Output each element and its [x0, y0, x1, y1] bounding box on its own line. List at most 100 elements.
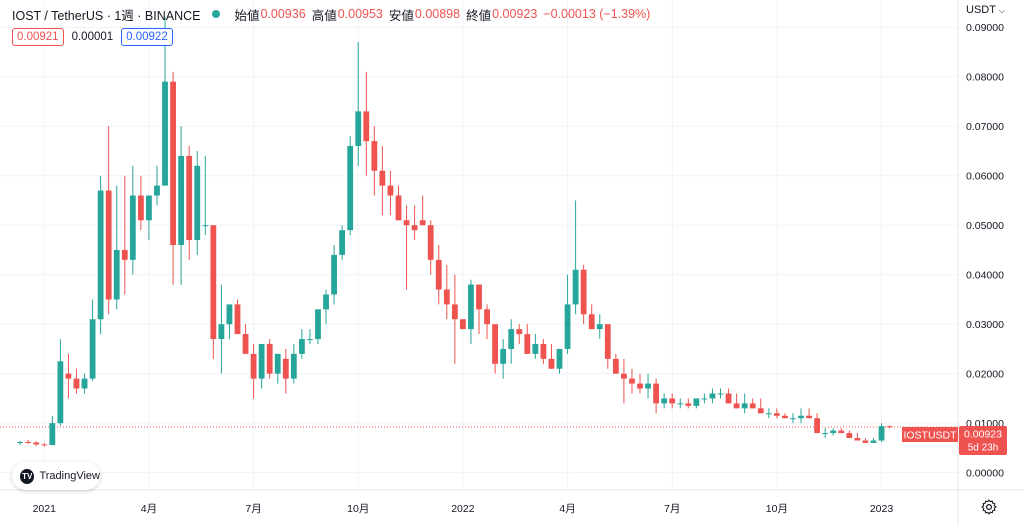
candle [717, 388, 724, 399]
candle-body-down [371, 141, 378, 171]
candle-body-up [194, 165, 201, 241]
x-tick-label: 4月 [559, 503, 575, 515]
candle [395, 185, 402, 221]
candle-body-down [548, 358, 555, 369]
x-tick-label: 2023 [870, 503, 894, 515]
candle-body-down [443, 289, 450, 305]
candle-body-down [629, 378, 635, 384]
candle [258, 343, 265, 389]
candle-body-up [468, 284, 474, 330]
candle [564, 274, 571, 354]
candle-body-down [621, 373, 627, 379]
currency-menu[interactable]: USDT ⌵ [966, 4, 1005, 16]
candle-body-down [484, 309, 490, 325]
candle [17, 441, 24, 445]
candle-body-up [822, 433, 829, 435]
candle-body-up [315, 309, 321, 340]
candle [186, 146, 193, 260]
candle-body-down [73, 378, 80, 389]
candle-body-up [178, 155, 185, 245]
candle [653, 378, 660, 414]
candle-body-up [878, 426, 885, 441]
candle-body-up [274, 353, 281, 374]
candle-body-up [113, 249, 120, 300]
candle [782, 413, 788, 419]
candle-body-down [25, 441, 32, 443]
x-tick-label: 7月 [245, 503, 261, 515]
tradingview-logo[interactable]: TV TradingView [12, 462, 100, 490]
time-axis[interactable]: 2021 4月 7月 10月 2022 4月 7月 10月 2023 [33, 503, 894, 515]
candle-body-up [709, 393, 716, 399]
bid-price-button[interactable]: 0.00921 [12, 28, 64, 46]
price-axis[interactable]: 0.000000.010000.020000.030000.040000.050… [966, 22, 1004, 479]
x-tick-label: 2021 [33, 503, 57, 515]
candle-body-up [57, 361, 64, 424]
candle [170, 71, 176, 285]
symbol-title[interactable]: IOST / TetherUS · 1週 · BINANCE [12, 8, 201, 23]
candlestick-series [17, 17, 893, 447]
candle-body-down [105, 190, 112, 300]
candle-body-down [685, 403, 692, 406]
candle-body-up [49, 423, 56, 445]
candle [830, 428, 837, 436]
candle-body-down [411, 225, 418, 231]
price-tag-bg [959, 426, 1007, 455]
candle [540, 339, 547, 364]
candle [725, 388, 732, 404]
y-tick-label: 0.03000 [966, 319, 1004, 331]
candle-body-down [403, 220, 410, 226]
candle [492, 324, 498, 374]
low-label: 安値 [388, 8, 414, 23]
currency-label: USDT [966, 4, 996, 16]
candle [307, 329, 313, 344]
candle [363, 71, 370, 176]
candle-body-up [830, 430, 837, 434]
candle [210, 225, 217, 359]
candle-body-up [81, 378, 88, 389]
candle-body-down [854, 438, 861, 441]
candle [146, 195, 152, 241]
candle [331, 245, 337, 305]
candle [838, 428, 845, 434]
x-tick-label: 10月 [766, 503, 788, 515]
candle-body-down [65, 373, 72, 379]
candle-body-down [460, 319, 466, 330]
candle [282, 348, 289, 394]
gear-icon[interactable] [980, 498, 998, 516]
candle-body-down [210, 225, 217, 340]
chart-grid [0, 0, 958, 490]
candle [645, 373, 651, 399]
close-value: 0.00923 [492, 7, 538, 21]
x-tick-label: 7月 [664, 503, 680, 515]
candle [621, 358, 627, 404]
candle-body-down [419, 220, 426, 226]
x-tick-label: 4月 [141, 503, 157, 515]
candle-body-up [162, 81, 168, 186]
candle [194, 150, 201, 255]
candle [669, 393, 676, 409]
candle-body-up [129, 195, 136, 260]
candle-body-down [41, 444, 48, 446]
candle [113, 185, 120, 310]
candle [468, 279, 474, 344]
candle-body-up [556, 348, 563, 369]
candle-body-down [282, 358, 289, 379]
candle [315, 309, 321, 344]
ask-price-button[interactable]: 0.00922 [121, 28, 173, 46]
candle-body-down [637, 383, 643, 389]
candle [427, 220, 434, 275]
candle-body-down [862, 440, 869, 443]
bid-ask-row: 0.00921 0.00001 0.00922 [12, 28, 173, 46]
candle [451, 274, 458, 364]
candle [41, 442, 48, 447]
candle-body-down [773, 413, 780, 416]
candle [822, 428, 829, 439]
candle [854, 433, 861, 441]
candle [154, 165, 160, 206]
candle-body-up [290, 353, 297, 379]
candle-body-down [492, 324, 498, 364]
symbol-tag-text: IOSTUSDT [903, 430, 957, 442]
chevron-down-icon: ⌵ [998, 6, 1005, 15]
candle [411, 205, 418, 241]
